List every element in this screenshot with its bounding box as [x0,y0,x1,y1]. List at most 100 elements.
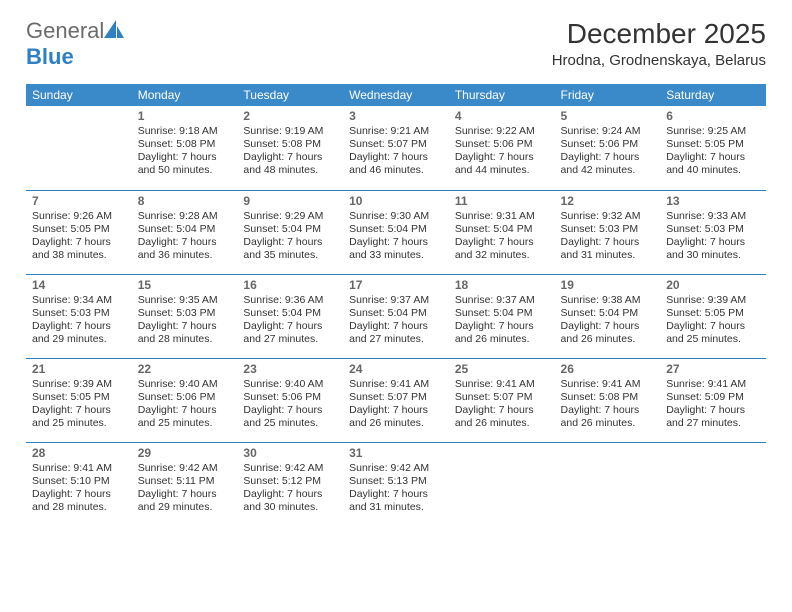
sunrise-text: Sunrise: 9:41 AM [32,462,126,475]
calendar-cell: 29Sunrise: 9:42 AMSunset: 5:11 PMDayligh… [132,442,238,526]
calendar-cell: 23Sunrise: 9:40 AMSunset: 5:06 PMDayligh… [237,358,343,442]
sail-icon [104,20,124,38]
sunset-text: Sunset: 5:04 PM [349,223,443,236]
day-number: 28 [32,446,126,460]
calendar-cell: 7Sunrise: 9:26 AMSunset: 5:05 PMDaylight… [26,190,132,274]
sunset-text: Sunset: 5:05 PM [666,138,760,151]
daylight-text: Daylight: 7 hours and 33 minutes. [349,236,443,262]
sunset-text: Sunset: 5:05 PM [32,223,126,236]
weekday-header-row: Sunday Monday Tuesday Wednesday Thursday… [26,84,766,106]
calendar-cell: 24Sunrise: 9:41 AMSunset: 5:07 PMDayligh… [343,358,449,442]
sunset-text: Sunset: 5:07 PM [455,391,549,404]
daylight-text: Daylight: 7 hours and 46 minutes. [349,151,443,177]
calendar-cell: 16Sunrise: 9:36 AMSunset: 5:04 PMDayligh… [237,274,343,358]
calendar-cell: 11Sunrise: 9:31 AMSunset: 5:04 PMDayligh… [449,190,555,274]
sunrise-text: Sunrise: 9:39 AM [666,294,760,307]
day-number: 4 [455,109,549,123]
calendar-cell: 17Sunrise: 9:37 AMSunset: 5:04 PMDayligh… [343,274,449,358]
day-number: 23 [243,362,337,376]
day-number: 19 [561,278,655,292]
day-number: 21 [32,362,126,376]
daylight-text: Daylight: 7 hours and 38 minutes. [32,236,126,262]
sunrise-text: Sunrise: 9:37 AM [349,294,443,307]
day-number: 11 [455,194,549,208]
calendar-cell [660,442,766,526]
daylight-text: Daylight: 7 hours and 25 minutes. [666,320,760,346]
daylight-text: Daylight: 7 hours and 48 minutes. [243,151,337,177]
day-number: 20 [666,278,760,292]
sunset-text: Sunset: 5:06 PM [455,138,549,151]
sunset-text: Sunset: 5:09 PM [666,391,760,404]
month-title: December 2025 [552,18,766,50]
daylight-text: Daylight: 7 hours and 26 minutes. [455,404,549,430]
daylight-text: Daylight: 7 hours and 26 minutes. [455,320,549,346]
sunrise-text: Sunrise: 9:24 AM [561,125,655,138]
day-number: 31 [349,446,443,460]
sunset-text: Sunset: 5:03 PM [32,307,126,320]
sunset-text: Sunset: 5:08 PM [138,138,232,151]
brand-name-blue: Blue [26,44,74,69]
day-number: 2 [243,109,337,123]
daylight-text: Daylight: 7 hours and 27 minutes. [666,404,760,430]
daylight-text: Daylight: 7 hours and 50 minutes. [138,151,232,177]
day-number: 6 [666,109,760,123]
daylight-text: Daylight: 7 hours and 25 minutes. [32,404,126,430]
weekday-header: Tuesday [237,84,343,106]
sunset-text: Sunset: 5:04 PM [455,223,549,236]
sunset-text: Sunset: 5:10 PM [32,475,126,488]
sunset-text: Sunset: 5:08 PM [243,138,337,151]
sunrise-text: Sunrise: 9:40 AM [243,378,337,391]
brand-name-gray: General [26,18,104,43]
day-number: 18 [455,278,549,292]
day-number: 1 [138,109,232,123]
sunrise-text: Sunrise: 9:40 AM [138,378,232,391]
calendar-week-row: 28Sunrise: 9:41 AMSunset: 5:10 PMDayligh… [26,442,766,526]
daylight-text: Daylight: 7 hours and 28 minutes. [32,488,126,514]
weekday-header: Friday [555,84,661,106]
weekday-header: Wednesday [343,84,449,106]
calendar-cell: 26Sunrise: 9:41 AMSunset: 5:08 PMDayligh… [555,358,661,442]
daylight-text: Daylight: 7 hours and 40 minutes. [666,151,760,177]
sunrise-text: Sunrise: 9:42 AM [349,462,443,475]
sunrise-text: Sunrise: 9:35 AM [138,294,232,307]
calendar-week-row: 7Sunrise: 9:26 AMSunset: 5:05 PMDaylight… [26,190,766,274]
day-number: 10 [349,194,443,208]
sunrise-text: Sunrise: 9:25 AM [666,125,760,138]
weekday-header: Sunday [26,84,132,106]
daylight-text: Daylight: 7 hours and 44 minutes. [455,151,549,177]
sunrise-text: Sunrise: 9:34 AM [32,294,126,307]
weekday-header: Monday [132,84,238,106]
daylight-text: Daylight: 7 hours and 28 minutes. [138,320,232,346]
sunrise-text: Sunrise: 9:29 AM [243,210,337,223]
calendar-table: Sunday Monday Tuesday Wednesday Thursday… [26,84,766,526]
sunset-text: Sunset: 5:04 PM [243,223,337,236]
sunset-text: Sunset: 5:07 PM [349,391,443,404]
day-number: 24 [349,362,443,376]
calendar-cell: 25 Sunrise: 9:41 AMSunset: 5:07 PMDayligh… [449,358,555,442]
sunset-text: Sunset: 5:08 PM [561,391,655,404]
daylight-text: Daylight: 7 hours and 35 minutes. [243,236,337,262]
day-number: 14 [32,278,126,292]
title-block: December 2025 Hrodna, Grodnenskaya, Bela… [552,18,766,69]
sunrise-text: Sunrise: 9:42 AM [138,462,232,475]
day-number: 25 [455,362,549,376]
sunset-text: Sunset: 5:04 PM [561,307,655,320]
calendar-cell: 13Sunrise: 9:33 AMSunset: 5:03 PMDayligh… [660,190,766,274]
sunrise-text: Sunrise: 9:28 AM [138,210,232,223]
sunset-text: Sunset: 5:03 PM [666,223,760,236]
sunset-text: Sunset: 5:04 PM [138,223,232,236]
sunrise-text: Sunrise: 9:41 AM [455,378,549,391]
calendar-cell: 21Sunrise: 9:39 AMSunset: 5:05 PMDayligh… [26,358,132,442]
daylight-text: Daylight: 7 hours and 31 minutes. [349,488,443,514]
calendar-cell [555,442,661,526]
calendar-cell: 27Sunrise: 9:41 AMSunset: 5:09 PMDayligh… [660,358,766,442]
sunset-text: Sunset: 5:04 PM [455,307,549,320]
sunrise-text: Sunrise: 9:42 AM [243,462,337,475]
day-number: 8 [138,194,232,208]
day-number: 7 [32,194,126,208]
calendar-cell [26,106,132,190]
sunrise-text: Sunrise: 9:30 AM [349,210,443,223]
calendar-week-row: 21Sunrise: 9:39 AMSunset: 5:05 PMDayligh… [26,358,766,442]
day-number: 22 [138,362,232,376]
daylight-text: Daylight: 7 hours and 32 minutes. [455,236,549,262]
